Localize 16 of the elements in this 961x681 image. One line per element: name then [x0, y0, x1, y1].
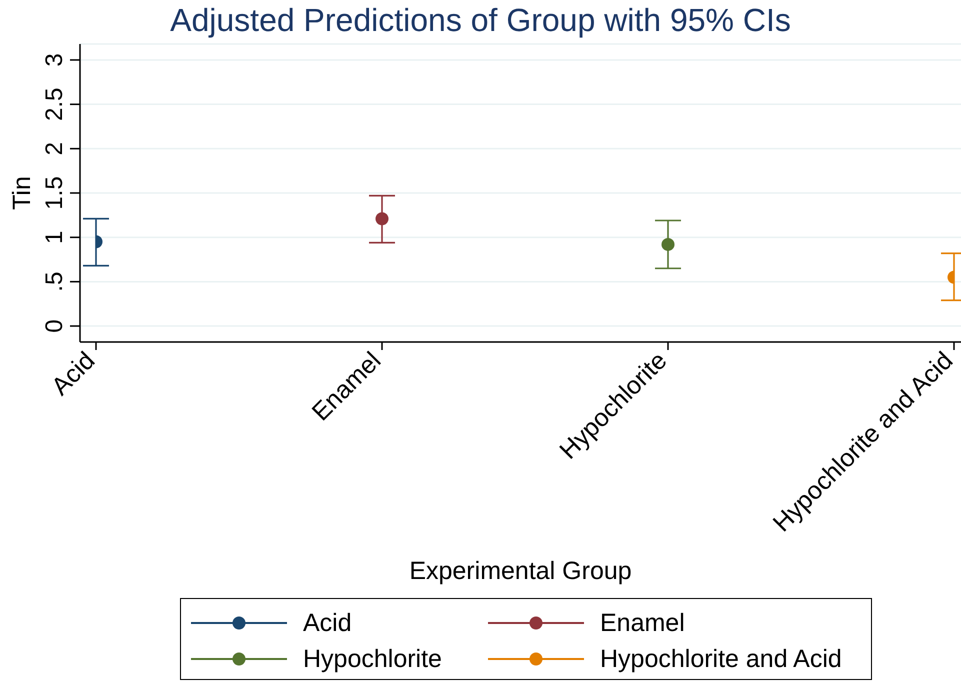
y-tick-label: 2.5 — [41, 88, 68, 121]
chart-title: Adjusted Predictions of Group with 95% CIs — [169, 1, 792, 40]
y-tick-label: 0 — [41, 319, 68, 333]
legend-label: Acid — [303, 608, 352, 638]
y-tick-label: 2 — [41, 142, 68, 156]
legend-label: Hypochlorite — [303, 644, 442, 674]
point — [376, 212, 388, 226]
y-axis-title: Tin — [7, 175, 37, 212]
x-axis-title: Experimental Group — [408, 556, 633, 587]
y-tick-label: 1 — [41, 230, 68, 244]
y-tick-label: 3 — [41, 53, 68, 67]
y-tick-label: 1.5 — [41, 176, 68, 210]
legend-label: Enamel — [600, 608, 685, 638]
legend-label: Hypochlorite and Acid — [600, 644, 842, 674]
point — [662, 238, 674, 251]
y-tick-label: .5 — [41, 272, 68, 292]
